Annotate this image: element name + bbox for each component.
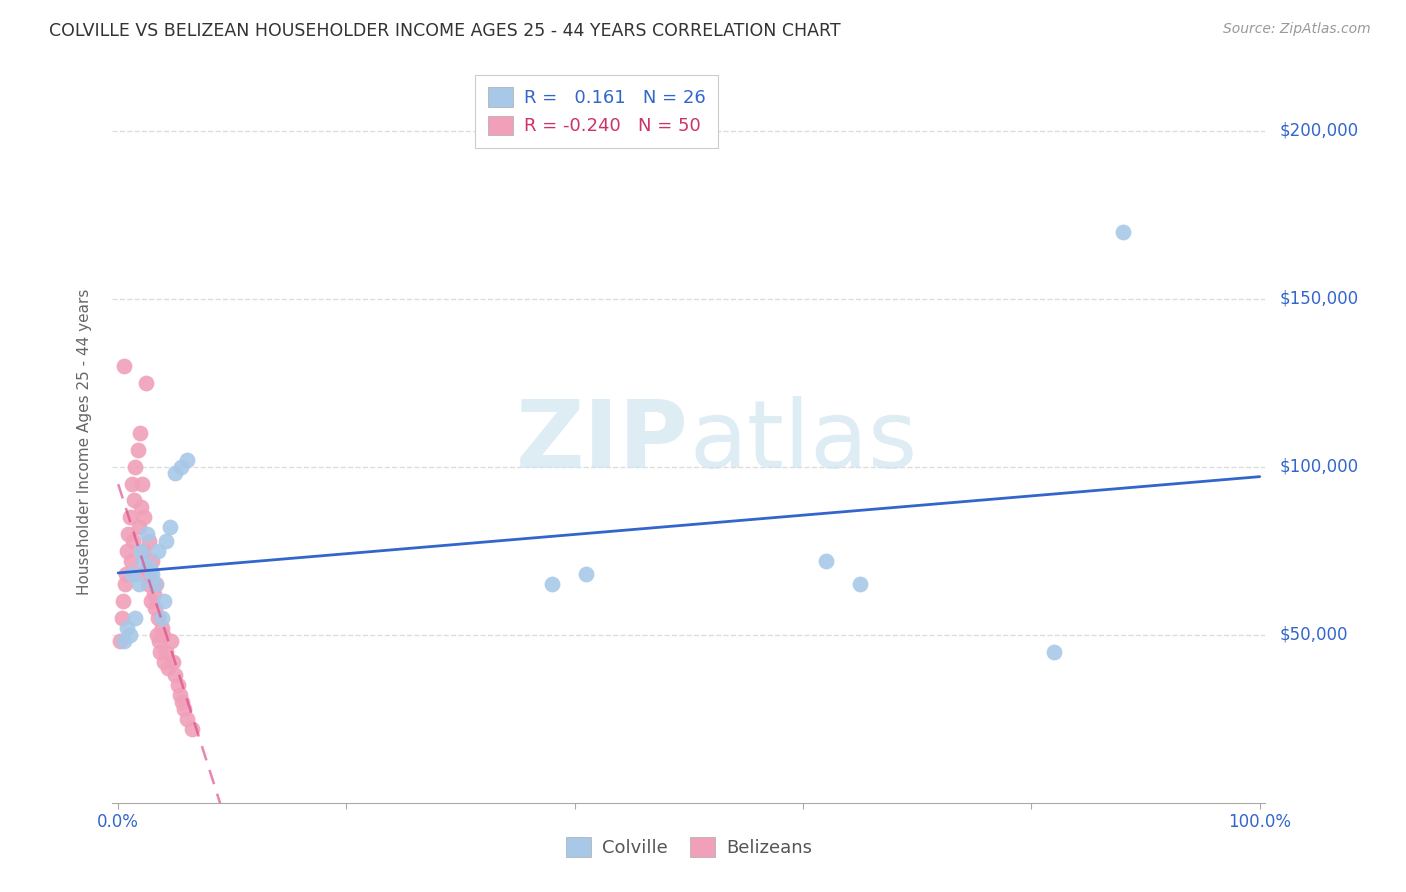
Point <box>138 533 160 548</box>
Point <box>114 577 136 591</box>
Point <box>1112 225 1135 239</box>
Text: $200,000: $200,000 <box>1279 121 1358 140</box>
Point <box>111 594 134 608</box>
Point <box>117 543 139 558</box>
Text: $100,000: $100,000 <box>1279 458 1358 475</box>
Point <box>142 587 165 601</box>
Point <box>849 577 872 591</box>
Legend: Colville, Belizeans: Colville, Belizeans <box>557 828 821 866</box>
Point <box>117 527 139 541</box>
Point <box>141 554 163 568</box>
Point <box>172 695 194 709</box>
Point <box>143 600 166 615</box>
Text: atlas: atlas <box>689 395 917 488</box>
Point <box>145 577 167 591</box>
Point <box>181 722 204 736</box>
Point <box>176 453 198 467</box>
Point <box>170 459 193 474</box>
Point <box>118 628 141 642</box>
Point <box>128 520 150 534</box>
Point <box>124 611 146 625</box>
Point <box>112 359 135 373</box>
Point <box>135 527 157 541</box>
Point <box>134 510 156 524</box>
Point <box>122 493 145 508</box>
Point <box>575 567 598 582</box>
Point <box>173 702 195 716</box>
Point <box>153 594 176 608</box>
Point <box>155 644 177 658</box>
Point <box>157 661 180 675</box>
Point <box>129 543 152 558</box>
Point <box>120 554 142 568</box>
Point <box>135 560 157 574</box>
Point <box>1043 644 1066 658</box>
Text: Source: ZipAtlas.com: Source: ZipAtlas.com <box>1223 22 1371 37</box>
Point <box>135 376 157 390</box>
Point <box>165 467 187 481</box>
Point <box>112 634 135 648</box>
Point <box>141 594 163 608</box>
Point <box>162 655 184 669</box>
Point <box>129 500 152 514</box>
Point <box>146 611 169 625</box>
Point <box>141 567 163 582</box>
Point <box>125 567 148 582</box>
Point <box>110 611 132 625</box>
Point <box>166 678 188 692</box>
Point <box>153 655 176 669</box>
Point <box>124 459 146 474</box>
Point <box>169 688 191 702</box>
Point <box>155 533 177 548</box>
Point <box>148 634 170 648</box>
Point <box>176 712 198 726</box>
Point <box>139 567 162 582</box>
Point <box>121 567 143 582</box>
Point <box>118 510 141 524</box>
Point <box>131 476 153 491</box>
Point <box>121 476 143 491</box>
Point <box>150 611 173 625</box>
Point <box>139 560 162 574</box>
Point <box>541 577 564 591</box>
Point <box>128 426 150 441</box>
Point <box>122 533 145 548</box>
Point <box>117 621 139 635</box>
Point <box>136 577 159 591</box>
Text: $150,000: $150,000 <box>1279 290 1358 308</box>
Point <box>150 621 173 635</box>
Point <box>132 543 155 558</box>
Point <box>149 644 172 658</box>
Point <box>146 543 169 558</box>
Text: $50,000: $50,000 <box>1279 626 1348 644</box>
Point <box>165 668 187 682</box>
Text: COLVILLE VS BELIZEAN HOUSEHOLDER INCOME AGES 25 - 44 YEARS CORRELATION CHART: COLVILLE VS BELIZEAN HOUSEHOLDER INCOME … <box>49 22 841 40</box>
Point <box>132 554 155 568</box>
Point <box>152 628 174 642</box>
Point <box>159 634 181 648</box>
Point <box>143 577 166 591</box>
Y-axis label: Householder Income Ages 25 - 44 years: Householder Income Ages 25 - 44 years <box>77 288 91 595</box>
Text: ZIP: ZIP <box>516 395 689 488</box>
Point <box>127 442 149 457</box>
Point <box>814 554 837 568</box>
Point <box>110 634 132 648</box>
Point <box>128 577 150 591</box>
Point <box>115 567 138 582</box>
Point <box>159 520 181 534</box>
Point <box>146 628 169 642</box>
